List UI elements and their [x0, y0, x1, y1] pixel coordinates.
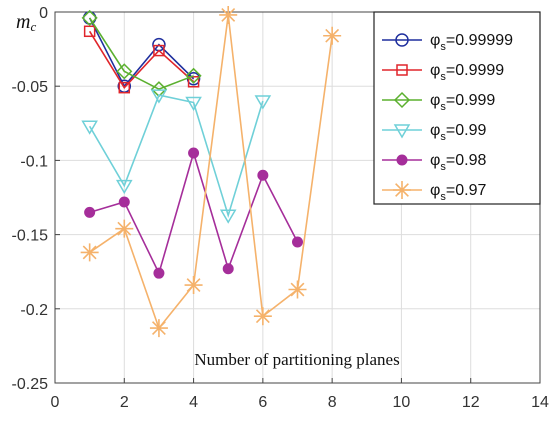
data-point — [80, 243, 99, 262]
series-line — [88, 94, 264, 219]
y-axis-label: mc — [16, 11, 36, 34]
legend-item: φs=0.97 — [382, 181, 486, 203]
y-tick-label: -0.1 — [20, 153, 48, 170]
x-axis-ticks: 0 2 4 6 8 10 12 14 — [51, 378, 549, 411]
x-tick-label: 10 — [393, 394, 411, 411]
series-3 — [81, 89, 272, 224]
data-point — [118, 196, 130, 208]
legend-label: φs=0.99999 — [430, 32, 513, 53]
legend-label-value: =0.98 — [446, 152, 487, 169]
legend-label-sub: s — [440, 161, 446, 173]
legend-label-value: =0.999 — [446, 92, 495, 109]
legend-label-value: =0.99999 — [446, 32, 513, 49]
y-tick-label: -0.25 — [12, 376, 49, 393]
legend-label-value: =0.9999 — [446, 62, 504, 79]
data-point — [115, 179, 133, 195]
data-point — [187, 75, 200, 88]
legend-marker — [396, 64, 408, 76]
y-axis-ticks: 0 -0.05 -0.1 -0.15 -0.2 -0.25 — [12, 5, 60, 393]
series-1 — [83, 25, 200, 94]
data-point — [219, 209, 237, 224]
data-point — [116, 63, 133, 80]
data-point — [184, 276, 203, 295]
legend-label: φs=0.9999 — [430, 62, 504, 83]
series-layer — [80, 5, 342, 338]
data-point — [153, 44, 165, 57]
data-point — [222, 263, 234, 275]
y-tick-label: -0.05 — [12, 79, 49, 96]
legend-label: φs=0.999 — [430, 92, 495, 113]
legend-marker — [393, 124, 411, 139]
y-axis-label-main: m — [16, 11, 30, 33]
data-point — [149, 319, 168, 338]
legend-label: φs=0.97 — [430, 182, 486, 203]
legend-marker — [395, 33, 409, 47]
legend-item: φs=0.99999 — [382, 32, 513, 53]
series-line — [89, 14, 333, 330]
legend-label-symbol: φ — [430, 32, 440, 49]
x-tick-label: 14 — [531, 394, 549, 411]
data-point — [323, 26, 342, 45]
series-5 — [80, 5, 342, 338]
data-point — [288, 280, 307, 299]
data-point — [150, 89, 168, 104]
data-point — [81, 9, 98, 26]
legend-label-value: =0.99 — [446, 122, 487, 139]
x-tick-label: 2 — [120, 394, 129, 411]
legend-label-symbol: φ — [430, 122, 440, 139]
data-point — [185, 67, 202, 84]
series-line — [88, 17, 195, 88]
legend-marker — [393, 181, 411, 199]
x-tick-label: 0 — [51, 394, 60, 411]
data-point — [253, 307, 272, 326]
legend-label-sub: s — [440, 71, 446, 83]
data-point — [84, 206, 96, 218]
x-tick-label: 12 — [462, 394, 480, 411]
legend-label-symbol: φ — [430, 182, 440, 199]
data-point — [219, 5, 238, 24]
y-tick-label: -0.15 — [12, 228, 49, 245]
y-axis-label-sub: c — [30, 19, 36, 34]
x-axis-label: Number of partitioning planes — [194, 350, 399, 369]
x-tick-label: 4 — [189, 394, 198, 411]
data-point — [83, 25, 96, 38]
legend-label: φs=0.99 — [430, 122, 486, 143]
legend-item: φs=0.98 — [382, 152, 486, 173]
legend-label-value: =0.97 — [446, 182, 487, 199]
legend-label-sub: s — [440, 101, 446, 113]
data-point — [254, 95, 272, 110]
legend-item: φs=0.999 — [382, 91, 495, 113]
legend-label-symbol: φ — [430, 152, 440, 169]
legend-box — [373, 11, 541, 205]
data-point — [185, 96, 202, 112]
x-tick-label: 8 — [328, 394, 337, 411]
series-2 — [81, 9, 202, 98]
legend-marker — [396, 154, 408, 166]
y-tick-label: 0 — [39, 5, 48, 22]
legend-label-symbol: φ — [430, 62, 440, 79]
legend-item: φs=0.9999 — [382, 62, 504, 83]
legend-label-sub: s — [440, 191, 446, 203]
legend: φs=0.99999φs=0.9999φs=0.999φs=0.99φs=0.9… — [373, 11, 541, 205]
legend-label-sub: s — [440, 41, 446, 53]
data-point — [257, 169, 269, 181]
x-tick-label: 6 — [258, 394, 267, 411]
y-tick-label: -0.2 — [20, 302, 48, 319]
legend-marker — [393, 91, 411, 109]
legend-label: φs=0.98 — [430, 152, 486, 173]
series-line — [88, 30, 195, 89]
data-point — [153, 267, 165, 279]
data-point — [118, 81, 131, 94]
legend-label-sub: s — [440, 131, 446, 143]
series-line — [88, 17, 194, 91]
series-4 — [84, 147, 303, 279]
data-point — [115, 219, 134, 238]
data-point — [81, 120, 98, 135]
legend-label-symbol: φ — [430, 92, 440, 109]
data-point — [188, 147, 200, 159]
data-point — [292, 236, 303, 248]
legend-item: φs=0.99 — [382, 122, 486, 143]
